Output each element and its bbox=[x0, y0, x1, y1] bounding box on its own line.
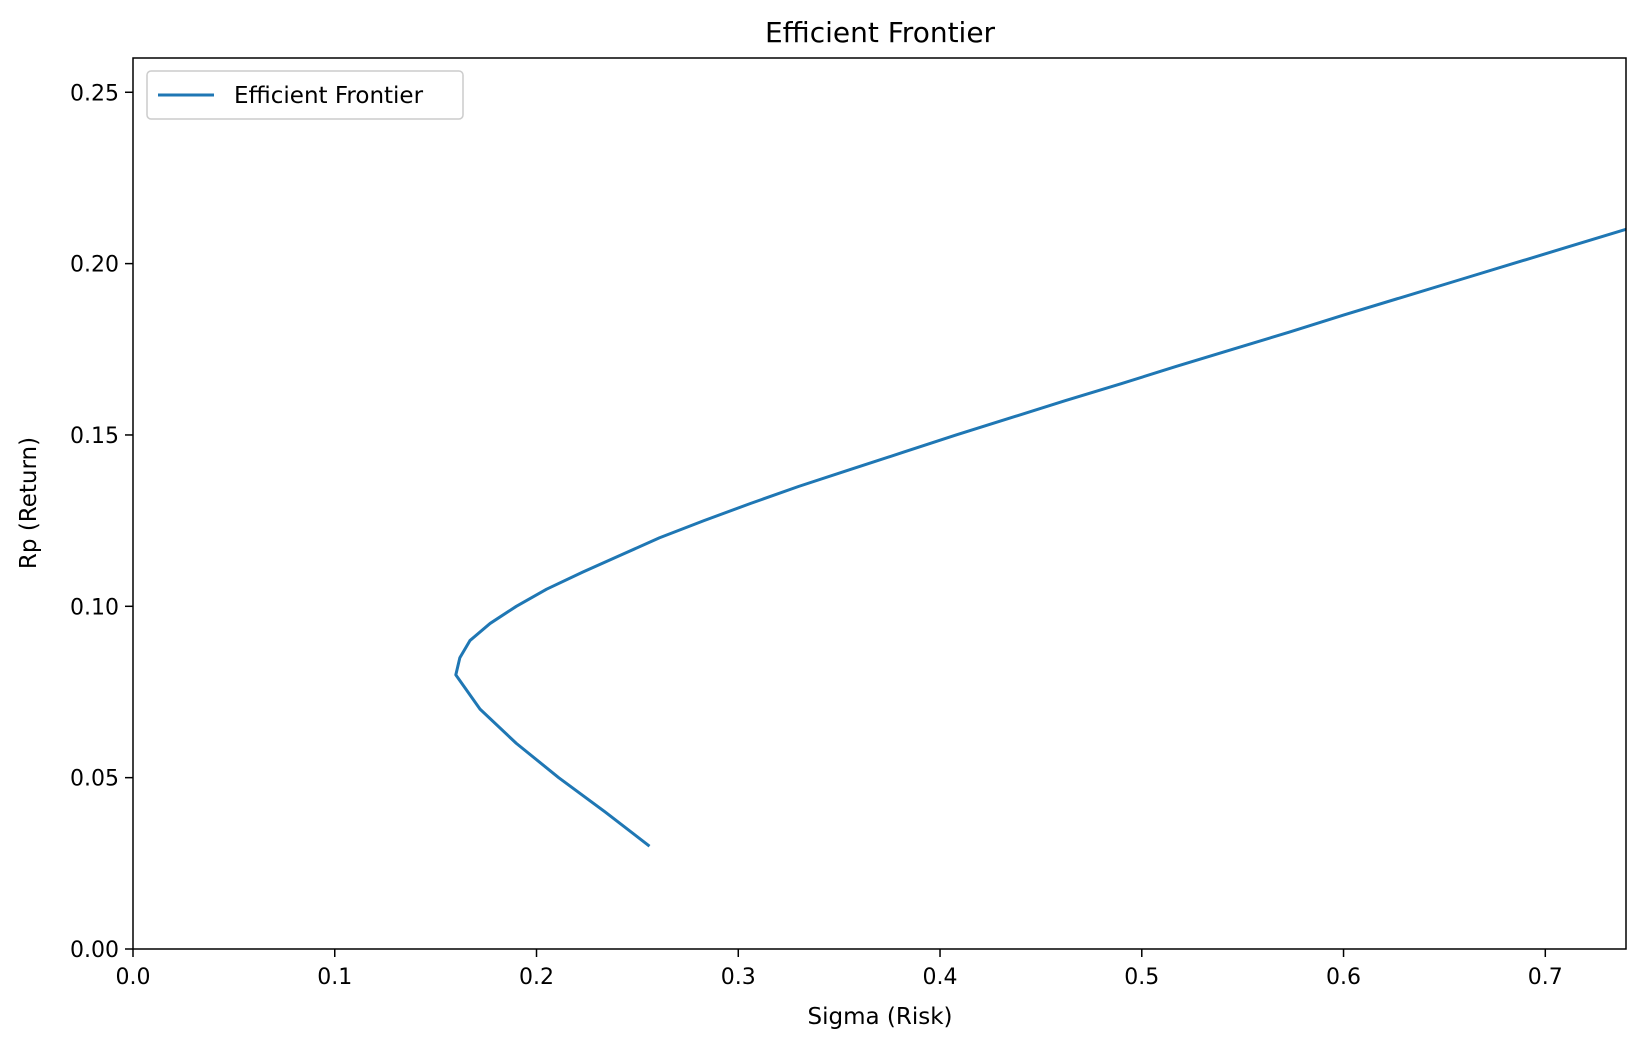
legend-entry-label: Efficient Frontier bbox=[234, 83, 424, 109]
chart-title: Efficient Frontier bbox=[765, 16, 996, 49]
y-tick-label: 0.00 bbox=[70, 938, 119, 963]
series-line-efficient-frontier bbox=[454, 227, 1626, 848]
y-tick-label: 0.15 bbox=[70, 424, 119, 449]
legend-box bbox=[146, 70, 464, 120]
x-tick-label: 0.6 bbox=[1326, 965, 1361, 990]
x-axis-label: Sigma (Risk) bbox=[807, 1004, 952, 1030]
x-tick-label: 0.3 bbox=[721, 965, 756, 990]
y-axis-label: Rp (Return) bbox=[16, 437, 42, 569]
x-tick-label: 0.7 bbox=[1528, 965, 1563, 990]
y-tick-label: 0.20 bbox=[70, 253, 119, 278]
x-tick-label: 0.4 bbox=[923, 965, 958, 990]
y-tick-label: 0.25 bbox=[70, 81, 119, 106]
x-axis-ticks: 0.0 0.1 0.2 0.3 0.4 0.5 0.6 0.7 bbox=[116, 949, 1563, 990]
y-tick-label: 0.05 bbox=[70, 767, 119, 792]
x-tick-label: 0.0 bbox=[116, 965, 151, 990]
x-tick-label: 0.5 bbox=[1124, 965, 1159, 990]
x-tick-label: 0.2 bbox=[519, 965, 554, 990]
series-layer bbox=[454, 227, 1626, 848]
plot-frame bbox=[132, 57, 1627, 950]
legend: Efficient Frontier bbox=[146, 70, 464, 120]
x-tick-label: 0.1 bbox=[317, 965, 352, 990]
y-axis-ticks: 0.00 0.05 0.10 0.15 0.20 0.25 bbox=[70, 81, 133, 963]
y-tick-label: 0.10 bbox=[70, 595, 119, 620]
